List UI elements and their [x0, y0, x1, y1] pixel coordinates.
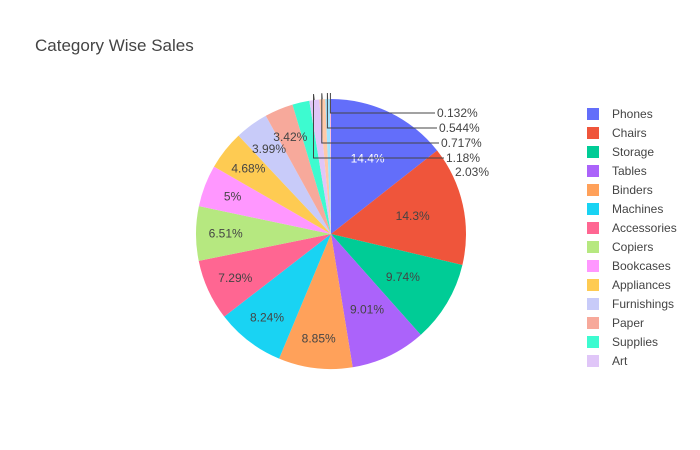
legend-label-furnishings: Furnishings	[612, 297, 674, 311]
legend-item-copiers[interactable]: Copiers	[587, 240, 653, 254]
legend-label-accessories: Accessories	[612, 221, 677, 235]
legend-item-accessories[interactable]: Accessories	[587, 221, 677, 235]
pie-slices	[196, 98, 467, 370]
legend-swatch-furnishings	[587, 298, 599, 310]
pie-slice-supplies[interactable]	[292, 100, 331, 234]
slice-labels: 14.4% 14.3% 9.74% 9.01% 8.85% 8.24% 7.29% 6.51%…	[209, 92, 489, 346]
pie-slice-fasteners[interactable]	[329, 98, 331, 234]
pie-slice-copiers[interactable]	[196, 206, 331, 261]
chart-title: Category Wise Sales	[35, 36, 194, 55]
legend-label-phones: Phones	[612, 107, 653, 121]
legend-label-binders: Binders	[612, 183, 653, 197]
slice-label-appliances: 4.68%	[231, 162, 265, 176]
legend-swatch-bookcases	[587, 260, 599, 272]
legend-item-appliances[interactable]: Appliances	[587, 278, 671, 292]
pie-slice-storage[interactable]	[331, 234, 463, 335]
pie-slice-appliances[interactable]	[214, 135, 331, 234]
legend-swatch-phones	[587, 108, 599, 120]
pie-slice-binders[interactable]	[279, 234, 353, 370]
slice-label-labels: 0.717%	[441, 136, 482, 150]
slice-label-envelopes: 0.544%	[439, 121, 480, 135]
legend-swatch-copiers	[587, 241, 599, 253]
pie-slice-paper[interactable]	[265, 104, 331, 234]
legend: Phones Chairs Storage Tables Binders Machines…	[587, 107, 677, 368]
slice-label-chairs: 14.3%	[396, 209, 430, 223]
pie-slice-bookcases[interactable]	[198, 166, 331, 234]
slice-label-phones: 14.4%	[351, 152, 385, 166]
legend-label-copiers: Copiers	[612, 240, 653, 254]
leader-line-fasteners	[329, 93, 435, 114]
legend-swatch-tables	[587, 165, 599, 177]
legend-item-furnishings[interactable]: Furnishings	[587, 297, 674, 311]
slice-label-machines: 8.24%	[250, 311, 284, 325]
legend-swatch-art	[587, 355, 599, 367]
legend-swatch-chairs	[587, 127, 599, 139]
legend-item-machines[interactable]: Machines	[587, 202, 663, 216]
legend-item-art[interactable]: Art	[587, 354, 628, 368]
pie-slice-accessories[interactable]	[198, 234, 331, 317]
slice-label-binders: 8.85%	[302, 332, 336, 346]
legend-label-chairs: Chairs	[612, 126, 647, 140]
pie-slice-art[interactable]	[309, 99, 331, 235]
pie-slice-machines[interactable]	[224, 234, 331, 359]
pie-slice-envelopes[interactable]	[325, 99, 331, 234]
legend-swatch-machines	[587, 203, 599, 215]
legend-swatch-paper	[587, 317, 599, 329]
pie-slice-tables[interactable]	[331, 234, 421, 368]
slice-label-tables: 9.01%	[350, 303, 384, 317]
legend-label-paper: Paper	[612, 316, 644, 330]
legend-swatch-appliances	[587, 279, 599, 291]
slice-label-storage: 9.74%	[386, 270, 420, 284]
leader-line-art	[313, 94, 444, 159]
legend-item-supplies[interactable]: Supplies	[587, 335, 658, 349]
legend-item-chairs[interactable]: Chairs	[587, 126, 647, 140]
legend-label-appliances: Appliances	[612, 278, 671, 292]
slice-label-supplies: 2.03%	[455, 165, 489, 179]
legend-item-bookcases[interactable]: Bookcases	[587, 259, 671, 273]
legend-item-phones[interactable]: Phones	[587, 107, 653, 121]
slice-label-furnishings: 3.99%	[252, 142, 286, 156]
slice-label-paper: 3.42%	[273, 130, 307, 144]
legend-swatch-binders	[587, 184, 599, 196]
pie-slice-phones[interactable]	[331, 99, 438, 234]
slice-label-fasteners: 0.132%	[437, 106, 478, 120]
slice-label-copiers: 6.51%	[209, 227, 243, 241]
legend-label-storage: Storage	[612, 145, 654, 159]
legend-swatch-storage	[587, 146, 599, 158]
legend-label-machines: Machines	[612, 202, 663, 216]
leader-line-envelopes	[326, 92, 437, 129]
legend-item-paper[interactable]: Paper	[587, 316, 644, 330]
legend-label-tables: Tables	[612, 164, 647, 178]
legend-item-binders[interactable]: Binders	[587, 183, 653, 197]
legend-label-art: Art	[612, 354, 628, 368]
legend-item-tables[interactable]: Tables	[587, 164, 647, 178]
pie-slice-chairs[interactable]	[331, 150, 467, 266]
legend-label-supplies: Supplies	[612, 335, 658, 349]
legend-item-storage[interactable]: Storage	[587, 145, 654, 159]
legend-swatch-accessories	[587, 222, 599, 234]
slice-label-art: 1.18%	[446, 151, 480, 165]
legend-label-bookcases: Bookcases	[612, 259, 671, 273]
pie-slice-furnishings[interactable]	[238, 115, 331, 234]
legend-swatch-supplies	[587, 336, 599, 348]
leader-line-labels	[321, 93, 439, 144]
slice-label-bookcases: 5%	[224, 189, 242, 203]
slice-label-accessories: 7.29%	[218, 271, 252, 285]
